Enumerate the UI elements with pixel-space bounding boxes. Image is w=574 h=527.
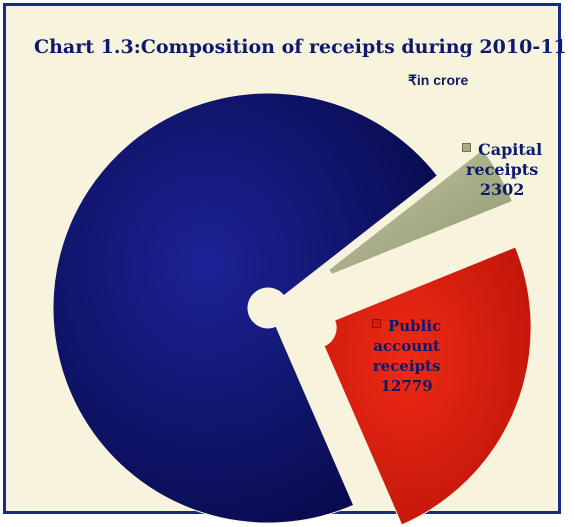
pie-slice-other-receipts [52,92,439,524]
pie-slice-capital-receipts [328,148,513,276]
data-label-capital-receipts: Capital receipts 2302 [462,140,542,200]
bullet-icon [462,143,471,152]
chart-title: Chart 1.3:Composition of receipts during… [34,36,567,58]
data-label-public-account-receipts: Public account receipts 12779 [372,317,442,395]
pie-slice-public-account-receipts [323,246,532,526]
bullet-icon [372,319,381,328]
unit-label: ₹in crore [408,72,469,88]
